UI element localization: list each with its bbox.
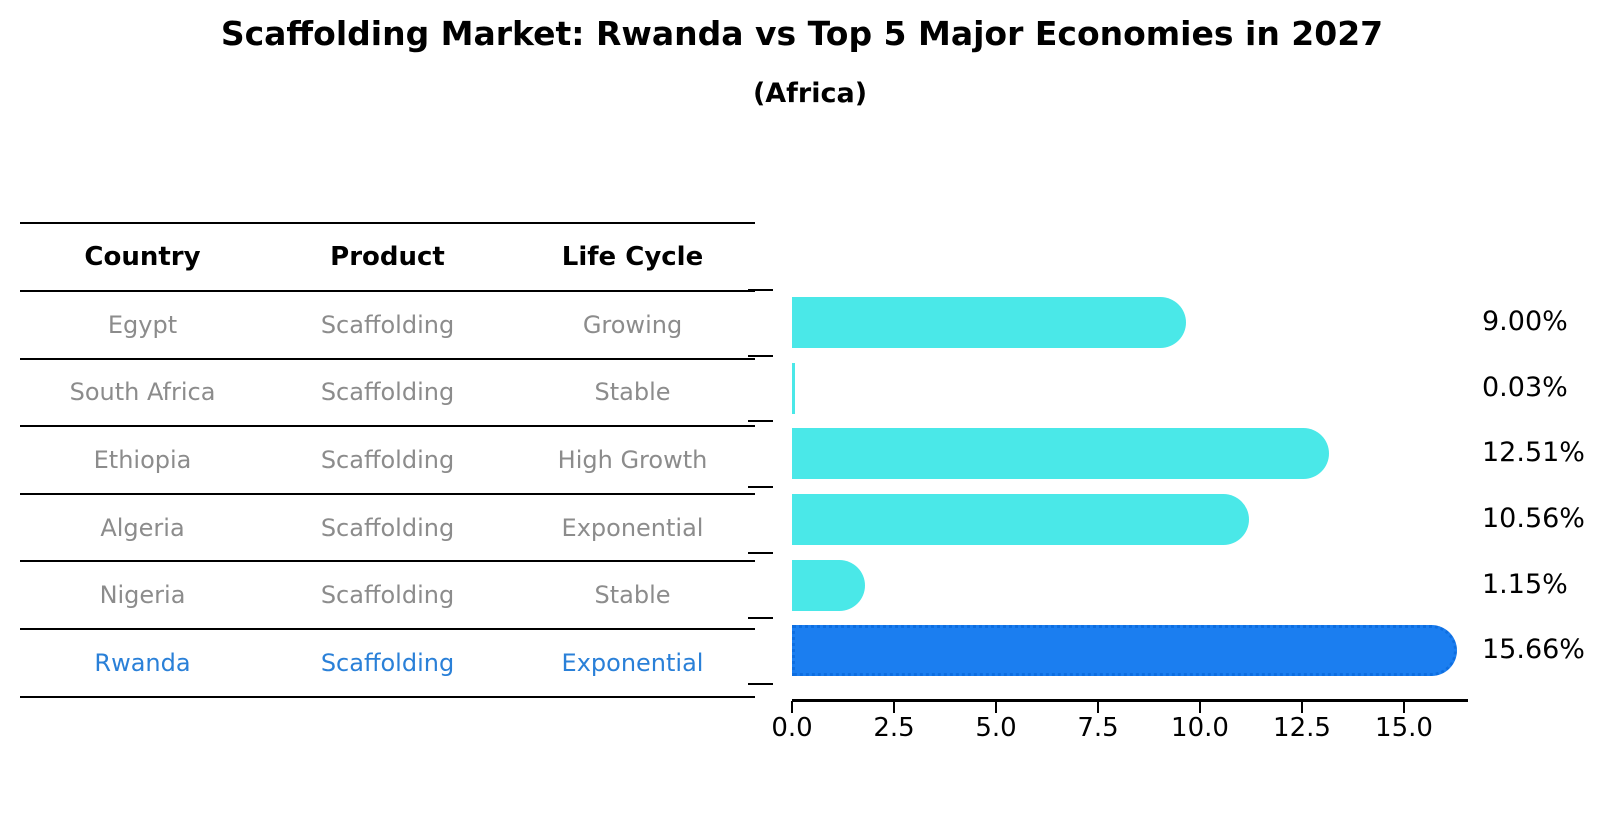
cell-life-cycle: Stable <box>594 581 671 610</box>
bar-value-label: 0.03% <box>1482 371 1568 403</box>
cell-country: South Africa <box>69 378 216 407</box>
table-row: South Africa Scaffolding Stable <box>20 360 755 428</box>
x-tick <box>1301 701 1303 713</box>
x-tick <box>1097 701 1099 713</box>
y-tick <box>748 354 773 357</box>
y-tick <box>748 551 773 554</box>
header-life-cycle: Life Cycle <box>561 242 704 272</box>
header-country: Country <box>84 242 201 272</box>
bar-value-label: 12.51% <box>1482 437 1585 469</box>
cell-life-cycle: High Growth <box>557 445 708 474</box>
y-tick <box>748 420 773 423</box>
cell-country: Algeria <box>100 513 185 542</box>
table-row-rwanda: Rwanda Scaffolding Exponential <box>20 630 755 698</box>
x-tick <box>995 701 997 713</box>
chart-subtitle: (Africa) <box>752 78 868 109</box>
table-row: Algeria Scaffolding Exponential <box>20 495 755 563</box>
cell-product: Scaffolding <box>320 378 455 407</box>
cell-product: Scaffolding <box>320 648 455 677</box>
y-tick <box>748 617 773 620</box>
country-table: Country Product Life Cycle Egypt Scaffol… <box>20 222 755 698</box>
cell-life-cycle: Stable <box>594 378 671 407</box>
bar-value-label: 1.15% <box>1482 568 1568 600</box>
x-tick-label: 2.5 <box>873 713 915 743</box>
cell-product: Scaffolding <box>320 310 455 339</box>
bar-value-label: 10.56% <box>1482 502 1585 534</box>
cell-product: Scaffolding <box>320 445 455 474</box>
bar-rwanda <box>792 625 1458 677</box>
x-tick-label: 5.0 <box>975 713 1017 743</box>
y-tick <box>748 289 773 291</box>
cell-country: Egypt <box>107 310 178 339</box>
cell-country: Rwanda <box>94 648 191 677</box>
cell-life-cycle: Growing <box>582 310 683 339</box>
bar-value-label: 9.00% <box>1482 306 1568 337</box>
x-tick <box>1199 701 1201 713</box>
cell-life-cycle: Exponential <box>561 513 704 542</box>
y-tick <box>748 683 773 685</box>
bar-egypt <box>792 296 1186 348</box>
x-tick-label: 10.0 <box>1171 713 1229 743</box>
header-product: Product <box>330 242 445 272</box>
bar-nigeria <box>792 559 866 611</box>
table-header-row: Country Product Life Cycle <box>20 224 755 292</box>
x-tick-label: 12.5 <box>1273 713 1331 743</box>
table-row: Ethiopia Scaffolding High Growth <box>20 427 755 495</box>
chart-title: Scaffolding Market: Rwanda vs Top 5 Majo… <box>220 14 1384 53</box>
cell-product: Scaffolding <box>320 513 455 542</box>
bar-algeria <box>792 493 1250 545</box>
x-tick-label: 7.5 <box>1077 713 1119 743</box>
x-tick-label: 0.0 <box>771 713 813 743</box>
cell-life-cycle: Exponential <box>561 648 704 677</box>
x-tick <box>893 701 895 713</box>
cell-country: Nigeria <box>99 581 186 610</box>
x-axis-line <box>792 699 1468 702</box>
x-tick <box>1403 701 1405 713</box>
x-tick <box>791 701 793 713</box>
cell-country: Ethiopia <box>93 445 192 474</box>
table-row: Egypt Scaffolding Growing <box>20 292 755 360</box>
y-tick <box>748 486 773 488</box>
bar-value-label: 15.66% <box>1482 634 1585 666</box>
cell-product: Scaffolding <box>320 581 455 610</box>
x-tick-label: 15.0 <box>1375 713 1433 743</box>
bar-south-africa <box>792 362 795 414</box>
table-row: Nigeria Scaffolding Stable <box>20 562 755 630</box>
bar-ethiopia <box>792 428 1329 480</box>
